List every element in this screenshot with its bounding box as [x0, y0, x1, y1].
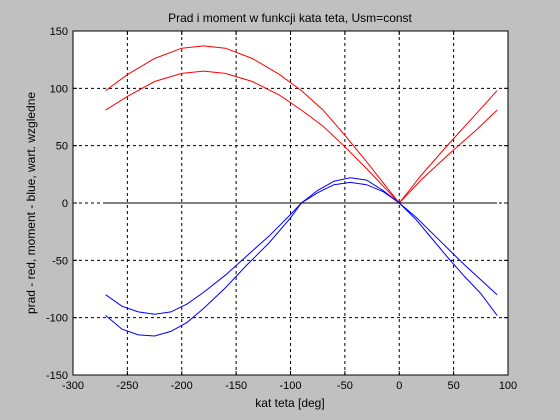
y-tick-label: -150 — [46, 370, 68, 382]
x-tick-label: -250 — [116, 380, 138, 392]
series-line-4 — [105, 181, 498, 315]
x-tick-label: 50 — [448, 380, 460, 392]
x-tick-label: -150 — [225, 380, 247, 392]
chart-title: Prad i moment w funkcji kata teta, Usm=c… — [168, 11, 412, 25]
y-tick-label: 100 — [50, 83, 68, 95]
x-tick-label: -300 — [62, 380, 84, 392]
x-tick-label: -200 — [171, 380, 193, 392]
y-axis-label: prad - red, moment - blue, wart. wzgledn… — [24, 92, 38, 314]
y-tick-label: 50 — [56, 141, 68, 153]
series-line-3 — [105, 177, 498, 337]
x-tick-label: -50 — [337, 380, 353, 392]
series-line-2 — [105, 70, 498, 204]
x-axis-label: kat teta [deg] — [255, 396, 324, 410]
axis-ticks: -300 -250 -200 -150 -100 -50 0 50 100 -150 -100 -50… — [46, 26, 517, 392]
y-tick-label: 0 — [62, 198, 68, 210]
y-tick-label: 150 — [50, 26, 68, 38]
x-tick-label: 0 — [396, 380, 402, 392]
series-line-1 — [105, 45, 498, 204]
y-tick-label: -50 — [52, 255, 68, 267]
x-tick-label: -100 — [279, 380, 301, 392]
y-tick-label: -100 — [46, 313, 68, 325]
series-group — [105, 45, 498, 337]
x-tick-label: 100 — [499, 380, 517, 392]
